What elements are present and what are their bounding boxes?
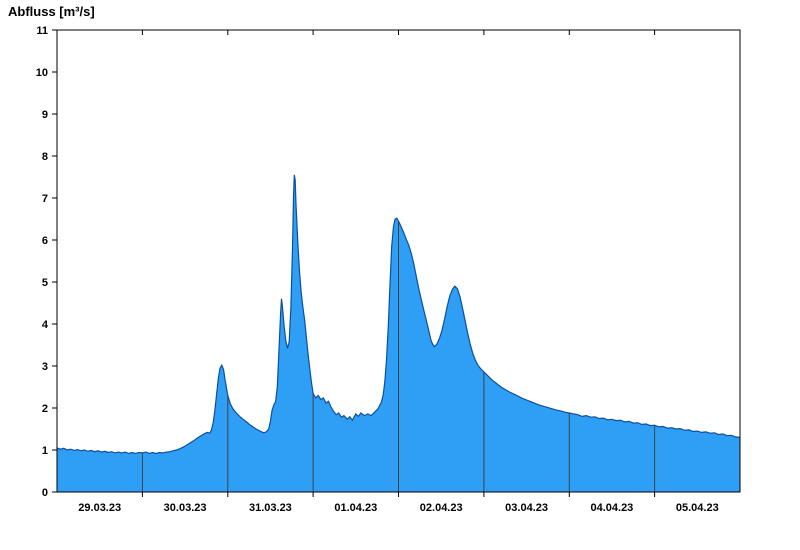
- y-tick-label: 3: [42, 361, 48, 373]
- y-tick-label: 2: [42, 403, 48, 415]
- x-tick-label: 03.04.23: [505, 502, 548, 514]
- x-tick-label: 31.03.23: [249, 502, 292, 514]
- y-tick-label: 5: [42, 277, 48, 289]
- x-tick-label: 30.03.23: [164, 502, 207, 514]
- y-tick-label: 8: [42, 151, 48, 163]
- x-tick-label: 02.04.23: [420, 502, 463, 514]
- x-tick-label: 29.03.23: [78, 502, 121, 514]
- y-tick-label: 4: [42, 319, 49, 331]
- y-tick-label: 7: [42, 193, 48, 205]
- x-tick-label: 05.04.23: [676, 502, 719, 514]
- y-tick-label: 10: [36, 67, 48, 79]
- y-tick-label: 9: [42, 109, 48, 121]
- discharge-line: [56, 174, 741, 455]
- y-tick-label: 1: [42, 445, 48, 457]
- x-tick-label: 04.04.23: [590, 502, 633, 514]
- x-tick-label: 01.04.23: [334, 502, 377, 514]
- y-tick-label: 6: [42, 235, 48, 247]
- y-tick-label: 11: [36, 25, 48, 37]
- chart-title: Abfluss [m³/s]: [8, 4, 95, 19]
- y-tick-label: 0: [42, 487, 48, 499]
